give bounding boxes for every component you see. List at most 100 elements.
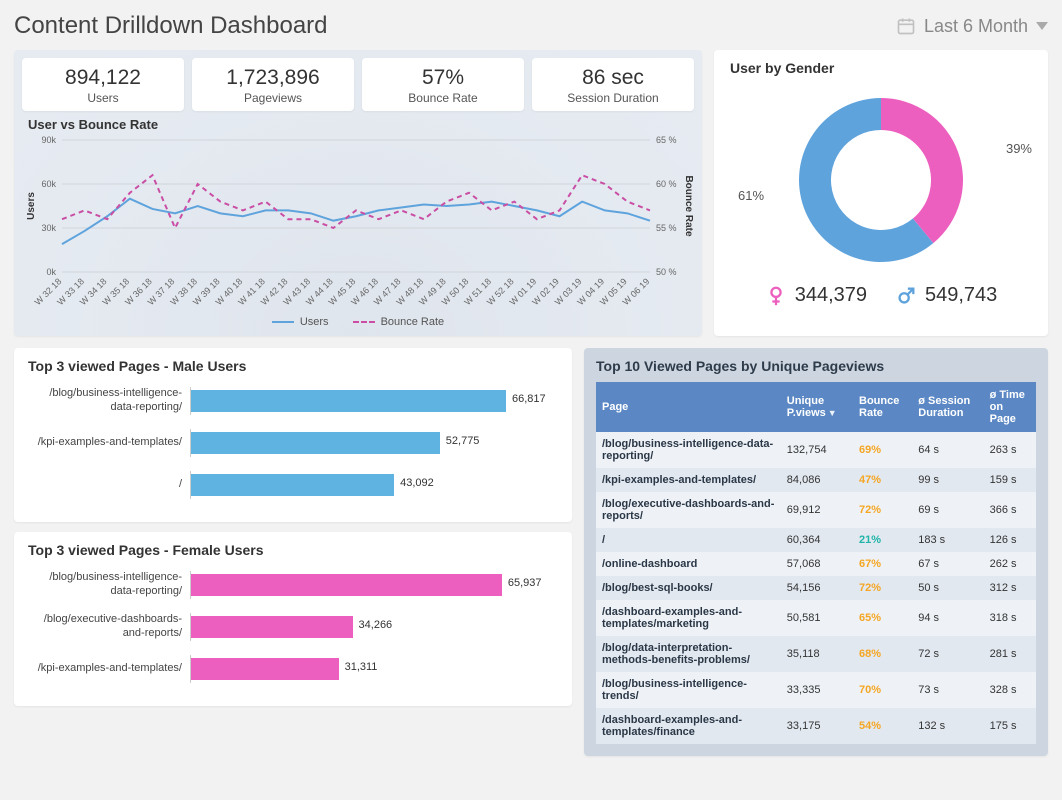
table-row[interactable]: /blog/business-intelligence-data-reporti… bbox=[596, 432, 1036, 468]
bar-track: 34,266 bbox=[190, 613, 558, 641]
cell-session-duration: 64 s bbox=[912, 432, 983, 468]
bar-value: 31,311 bbox=[345, 661, 378, 673]
kpi-label: Session Duration bbox=[536, 91, 690, 105]
bar-track: 31,311 bbox=[190, 655, 558, 683]
table-header-cell[interactable]: ø Session Duration bbox=[912, 382, 983, 432]
cell-bounce: 47% bbox=[853, 468, 912, 492]
kpi-value: 1,723,896 bbox=[196, 66, 350, 90]
kpi-label: Users bbox=[26, 91, 180, 105]
cell-page: /blog/data-interpretation-methods-benefi… bbox=[596, 636, 781, 672]
cell-time-on-page: 281 s bbox=[984, 636, 1036, 672]
table-row[interactable]: /online-dashboard 57,068 67% 67 s 262 s bbox=[596, 552, 1036, 576]
female-count: 344,379 bbox=[765, 284, 867, 307]
bar-label: /blog/business-intelligence-data-reporti… bbox=[28, 571, 190, 599]
users-vs-bounce-chart: 0k30k60k90k50 %55 %60 %65 %W 32 18W 33 1… bbox=[22, 134, 694, 314]
top-pages-table-panel: Top 10 Viewed Pages by Unique Pageviews … bbox=[584, 348, 1048, 756]
cell-session-duration: 94 s bbox=[912, 600, 983, 636]
chevron-down-icon bbox=[1036, 22, 1048, 30]
cell-time-on-page: 175 s bbox=[984, 708, 1036, 744]
bar-fill bbox=[191, 390, 506, 412]
cell-session-duration: 73 s bbox=[912, 672, 983, 708]
table-row[interactable]: /blog/best-sql-books/ 54,156 72% 50 s 31… bbox=[596, 576, 1036, 600]
bar-row: / 43,092 bbox=[28, 468, 558, 502]
bar-fill bbox=[191, 474, 394, 496]
bar-value: 43,092 bbox=[400, 477, 434, 489]
svg-text:30k: 30k bbox=[41, 223, 56, 233]
kpi-label: Bounce Rate bbox=[366, 91, 520, 105]
table-row[interactable]: /blog/business-intelligence-trends/ 33,3… bbox=[596, 672, 1036, 708]
male-count: 549,743 bbox=[895, 284, 997, 307]
cell-uv: 60,364 bbox=[781, 528, 853, 552]
bar-track: 52,775 bbox=[190, 429, 558, 457]
bar-value: 52,775 bbox=[446, 435, 480, 447]
calendar-icon bbox=[896, 16, 916, 36]
bar-value: 66,817 bbox=[512, 393, 546, 405]
cell-uv: 35,118 bbox=[781, 636, 853, 672]
svg-text:60k: 60k bbox=[41, 179, 56, 189]
bar-label: /blog/business-intelligence-data-reporti… bbox=[28, 387, 190, 415]
table-row[interactable]: /dashboard-examples-and-templates/market… bbox=[596, 600, 1036, 636]
cell-uv: 132,754 bbox=[781, 432, 853, 468]
cell-time-on-page: 262 s bbox=[984, 552, 1036, 576]
table-header-cell[interactable]: Bounce Rate bbox=[853, 382, 912, 432]
page-title: Content Drilldown Dashboard bbox=[14, 12, 896, 40]
kpi-row: 894,122 Users 1,723,896 Pageviews 57% Bo… bbox=[22, 58, 694, 111]
cell-uv: 33,175 bbox=[781, 708, 853, 744]
cell-uv: 84,086 bbox=[781, 468, 853, 492]
svg-text:0k: 0k bbox=[46, 267, 56, 277]
page-header: Content Drilldown Dashboard Last 6 Month bbox=[14, 12, 1048, 40]
male-pct-label: 61% bbox=[738, 188, 764, 203]
cell-session-duration: 132 s bbox=[912, 708, 983, 744]
table-header-cell[interactable]: ø Time on Page bbox=[984, 382, 1036, 432]
table-header-cell[interactable]: Page bbox=[596, 382, 781, 432]
line-chart-title: User vs Bounce Rate bbox=[28, 117, 694, 132]
svg-text:50 %: 50 % bbox=[656, 267, 677, 277]
top-pages-female-panel: Top 3 viewed Pages - Female Users /blog/… bbox=[14, 532, 572, 706]
gender-counts: 344,379 549,743 bbox=[730, 284, 1032, 307]
cell-time-on-page: 126 s bbox=[984, 528, 1036, 552]
bar-label: / bbox=[28, 478, 190, 492]
bar-row: /kpi-examples-and-templates/ 31,311 bbox=[28, 652, 558, 686]
cell-bounce: 21% bbox=[853, 528, 912, 552]
cell-session-duration: 50 s bbox=[912, 576, 983, 600]
cell-time-on-page: 159 s bbox=[984, 468, 1036, 492]
table-title: Top 10 Viewed Pages by Unique Pageviews bbox=[596, 358, 1036, 374]
kpi-bounce-rate: 57% Bounce Rate bbox=[362, 58, 524, 111]
svg-text:90k: 90k bbox=[41, 135, 56, 145]
kpi-users: 894,122 Users bbox=[22, 58, 184, 111]
female-pct-label: 39% bbox=[1006, 141, 1032, 156]
legend-users: Users bbox=[272, 316, 329, 328]
table-row[interactable]: /dashboard-examples-and-templates/financ… bbox=[596, 708, 1036, 744]
bar-value: 65,937 bbox=[508, 577, 542, 589]
cell-uv: 57,068 bbox=[781, 552, 853, 576]
bar-value: 34,266 bbox=[359, 619, 393, 631]
cell-page: /blog/business-intelligence-trends/ bbox=[596, 672, 781, 708]
table-row[interactable]: /kpi-examples-and-templates/ 84,086 47% … bbox=[596, 468, 1036, 492]
cell-time-on-page: 312 s bbox=[984, 576, 1036, 600]
cell-time-on-page: 318 s bbox=[984, 600, 1036, 636]
date-range-picker[interactable]: Last 6 Month bbox=[896, 16, 1048, 37]
table-row[interactable]: /blog/executive-dashboards-and-reports/ … bbox=[596, 492, 1036, 528]
kpi-label: Pageviews bbox=[196, 91, 350, 105]
cell-uv: 69,912 bbox=[781, 492, 853, 528]
svg-text:65 %: 65 % bbox=[656, 135, 677, 145]
bars-male-title: Top 3 viewed Pages - Male Users bbox=[28, 358, 558, 374]
svg-text:55 %: 55 % bbox=[656, 223, 677, 233]
bar-track: 43,092 bbox=[190, 471, 558, 499]
svg-text:60 %: 60 % bbox=[656, 179, 677, 189]
bar-row: /blog/business-intelligence-data-reporti… bbox=[28, 384, 558, 418]
cell-bounce: 67% bbox=[853, 552, 912, 576]
cell-page: /online-dashboard bbox=[596, 552, 781, 576]
top-pages-male-panel: Top 3 viewed Pages - Male Users /blog/bu… bbox=[14, 348, 572, 522]
legend-bounce: Bounce Rate bbox=[353, 316, 445, 328]
cell-page: / bbox=[596, 528, 781, 552]
table-row[interactable]: /blog/data-interpretation-methods-benefi… bbox=[596, 636, 1036, 672]
kpi-session-duration: 86 sec Session Duration bbox=[532, 58, 694, 111]
cell-session-duration: 67 s bbox=[912, 552, 983, 576]
cell-page: /dashboard-examples-and-templates/market… bbox=[596, 600, 781, 636]
table-row[interactable]: / 60,364 21% 183 s 126 s bbox=[596, 528, 1036, 552]
cell-uv: 33,335 bbox=[781, 672, 853, 708]
table-header-cell[interactable]: Unique P.views▼ bbox=[781, 382, 853, 432]
svg-text:Bounce Rate: Bounce Rate bbox=[683, 175, 694, 237]
cell-time-on-page: 263 s bbox=[984, 432, 1036, 468]
